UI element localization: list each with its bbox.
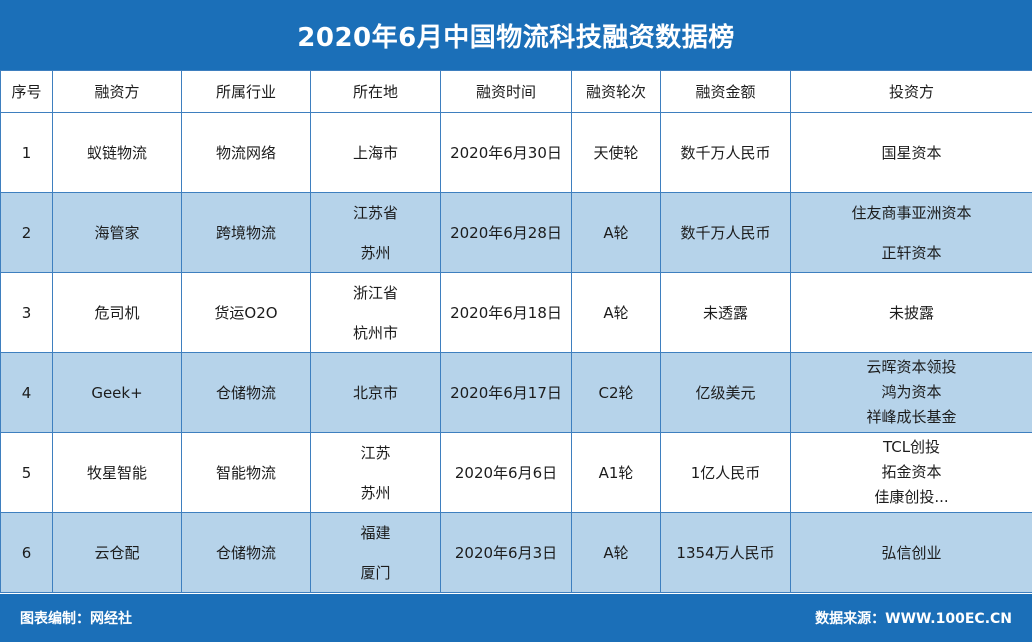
- footer-credit: 图表编制：网经社: [20, 611, 132, 627]
- header-date: 融资时间: [440, 70, 572, 113]
- cell-investors: 未披露: [790, 272, 1032, 353]
- cell-location: 江苏 苏州: [310, 432, 441, 513]
- cell-location-line: 苏州: [360, 483, 391, 502]
- cell-amount: 数千万人民币: [660, 112, 791, 193]
- cell-round: A1轮: [571, 432, 661, 513]
- cell-company: Geek+: [52, 352, 182, 433]
- cell-location-line: 苏州: [360, 243, 391, 262]
- header-industry: 所属行业: [181, 70, 311, 113]
- cell-round: A轮: [571, 272, 661, 353]
- cell-location-line: 浙江省: [352, 283, 398, 302]
- header-amount: 融资金额: [660, 70, 791, 113]
- table-row: 6 云仓配 仓储物流 福建 厦门 2020年6月3日 A轮 1354万人民币 弘信创业: [0, 512, 1032, 593]
- cell-investors-line: 祥峰成长基金: [866, 408, 957, 426]
- cell-location-line: 福建: [360, 523, 391, 542]
- cell-location: 上海市: [310, 112, 441, 193]
- table-row: 1 蚁链物流 物流网络 上海市 2020年6月30日 天使轮 数千万人民币 国星资本: [0, 112, 1032, 193]
- cell-investors: 住友商事亚洲资本 正轩资本: [790, 192, 1032, 273]
- cell-location: 江苏省 苏州: [310, 192, 441, 273]
- header-investors: 投资方: [790, 70, 1032, 113]
- cell-amount: 亿级美元: [660, 352, 791, 433]
- cell-date: 2020年6月3日: [440, 512, 572, 593]
- header-round: 融资轮次: [571, 70, 661, 113]
- cell-no: 5: [0, 432, 53, 513]
- cell-location-line: 上海市: [352, 143, 398, 162]
- cell-investors-line: 未披露: [888, 303, 934, 322]
- cell-industry: 物流网络: [181, 112, 311, 193]
- cell-round: C2轮: [571, 352, 661, 433]
- cell-investors: 云晖资本领投 鸿为资本祥峰成长基金: [790, 352, 1032, 433]
- table-row: 5 牧星智能 智能物流 江苏 苏州 2020年6月6日 A1轮 1亿人民币 TCL创投 拓金资本佳…: [0, 432, 1032, 513]
- table-body: 1 蚁链物流 物流网络 上海市 2020年6月30日 天使轮 数千万人民币 国星资本 2 海管家跨…: [0, 112, 1032, 593]
- funding-table: 序号 融资方 所属行业 所在地 融资时间 融资轮次 融资金额 投资方 1 蚁链物流…: [0, 70, 1032, 593]
- cell-industry: 货运O2O: [181, 272, 311, 353]
- cell-date: 2020年6月17日: [440, 352, 572, 433]
- cell-company: 危司机: [52, 272, 182, 353]
- cell-amount: 1亿人民币: [660, 432, 791, 513]
- page-title: 2020年6月中国物流科技融资数据榜: [297, 22, 735, 53]
- cell-location-line: 杭州市: [352, 323, 398, 342]
- footer-source: 数据来源：WWW.100EC.CN: [815, 611, 1012, 627]
- cell-location: 北京市: [310, 352, 441, 433]
- title-bar: 2020年6月中国物流科技融资数据榜: [0, 0, 1032, 70]
- table-row: 2 海管家 跨境物流 江苏省 苏州 2020年6月28日 A轮 数千万人民币 住友商事亚洲资本正…: [0, 192, 1032, 273]
- cell-investors-line: TCL创投: [882, 438, 941, 456]
- cell-company: 牧星智能: [52, 432, 182, 513]
- cell-round: 天使轮: [571, 112, 661, 193]
- cell-company: 海管家: [52, 192, 182, 273]
- cell-company: 云仓配: [52, 512, 182, 593]
- footer-bar: 图表编制：网经社 数据来源：WWW.100EC.CN: [0, 594, 1032, 642]
- cell-investors: TCL创投拓金资本佳康创投...: [790, 432, 1032, 513]
- cell-investors-line: 拓金资本: [881, 463, 942, 481]
- cell-location-line: 北京市: [352, 383, 398, 402]
- table-row: 4 Geek+ 仓储物流 北京市 2020年6月17日 C2轮 亿级美元 云晖资本领投 鸿为资本…: [0, 352, 1032, 433]
- cell-investors: 国星资本: [790, 112, 1032, 193]
- cell-amount: 数千万人民币: [660, 192, 791, 273]
- cell-industry: 仓储物流: [181, 352, 311, 433]
- cell-date: 2020年6月28日: [440, 192, 572, 273]
- header-no: 序号: [0, 70, 53, 113]
- cell-date: 2020年6月6日: [440, 432, 572, 513]
- cell-investors-line: 住友商事亚洲资本: [851, 203, 972, 222]
- cell-amount: 1354万人民币: [660, 512, 791, 593]
- header-company: 融资方: [52, 70, 182, 113]
- cell-no: 3: [0, 272, 53, 353]
- header-location: 所在地: [310, 70, 441, 113]
- cell-date: 2020年6月18日: [440, 272, 572, 353]
- cell-no: 4: [0, 352, 53, 433]
- table-row: 3 危司机 货运O2O 浙江省 杭州市 2020年6月18日 A轮 未透露 未披露: [0, 272, 1032, 353]
- cell-round: A轮: [571, 512, 661, 593]
- cell-industry: 智能物流: [181, 432, 311, 513]
- cell-location-line: 江苏省: [352, 203, 398, 222]
- table-header-row: 序号 融资方 所属行业 所在地 融资时间 融资轮次 融资金额 投资方: [0, 70, 1032, 113]
- cell-company: 蚁链物流: [52, 112, 182, 193]
- cell-location-line: 厦门: [360, 563, 391, 582]
- cell-round: A轮: [571, 192, 661, 273]
- cell-no: 2: [0, 192, 53, 273]
- cell-investors-line: 国星资本: [881, 143, 942, 162]
- cell-amount: 未透露: [660, 272, 791, 353]
- cell-date: 2020年6月30日: [440, 112, 572, 193]
- cell-investors-line: 弘信创业: [881, 543, 942, 562]
- cell-location-line: 江苏: [360, 443, 391, 462]
- cell-no: 6: [0, 512, 53, 593]
- cell-investors: 弘信创业: [790, 512, 1032, 593]
- cell-investors-line: 云晖资本领投: [866, 358, 957, 376]
- cell-investors-line: 鸿为资本: [881, 383, 942, 401]
- cell-industry: 跨境物流: [181, 192, 311, 273]
- cell-investors-line: 正轩资本: [881, 243, 942, 262]
- cell-no: 1: [0, 112, 53, 193]
- cell-location: 福建 厦门: [310, 512, 441, 593]
- cell-location: 浙江省 杭州市: [310, 272, 441, 353]
- cell-industry: 仓储物流: [181, 512, 311, 593]
- cell-investors-line: 佳康创投...: [874, 488, 949, 506]
